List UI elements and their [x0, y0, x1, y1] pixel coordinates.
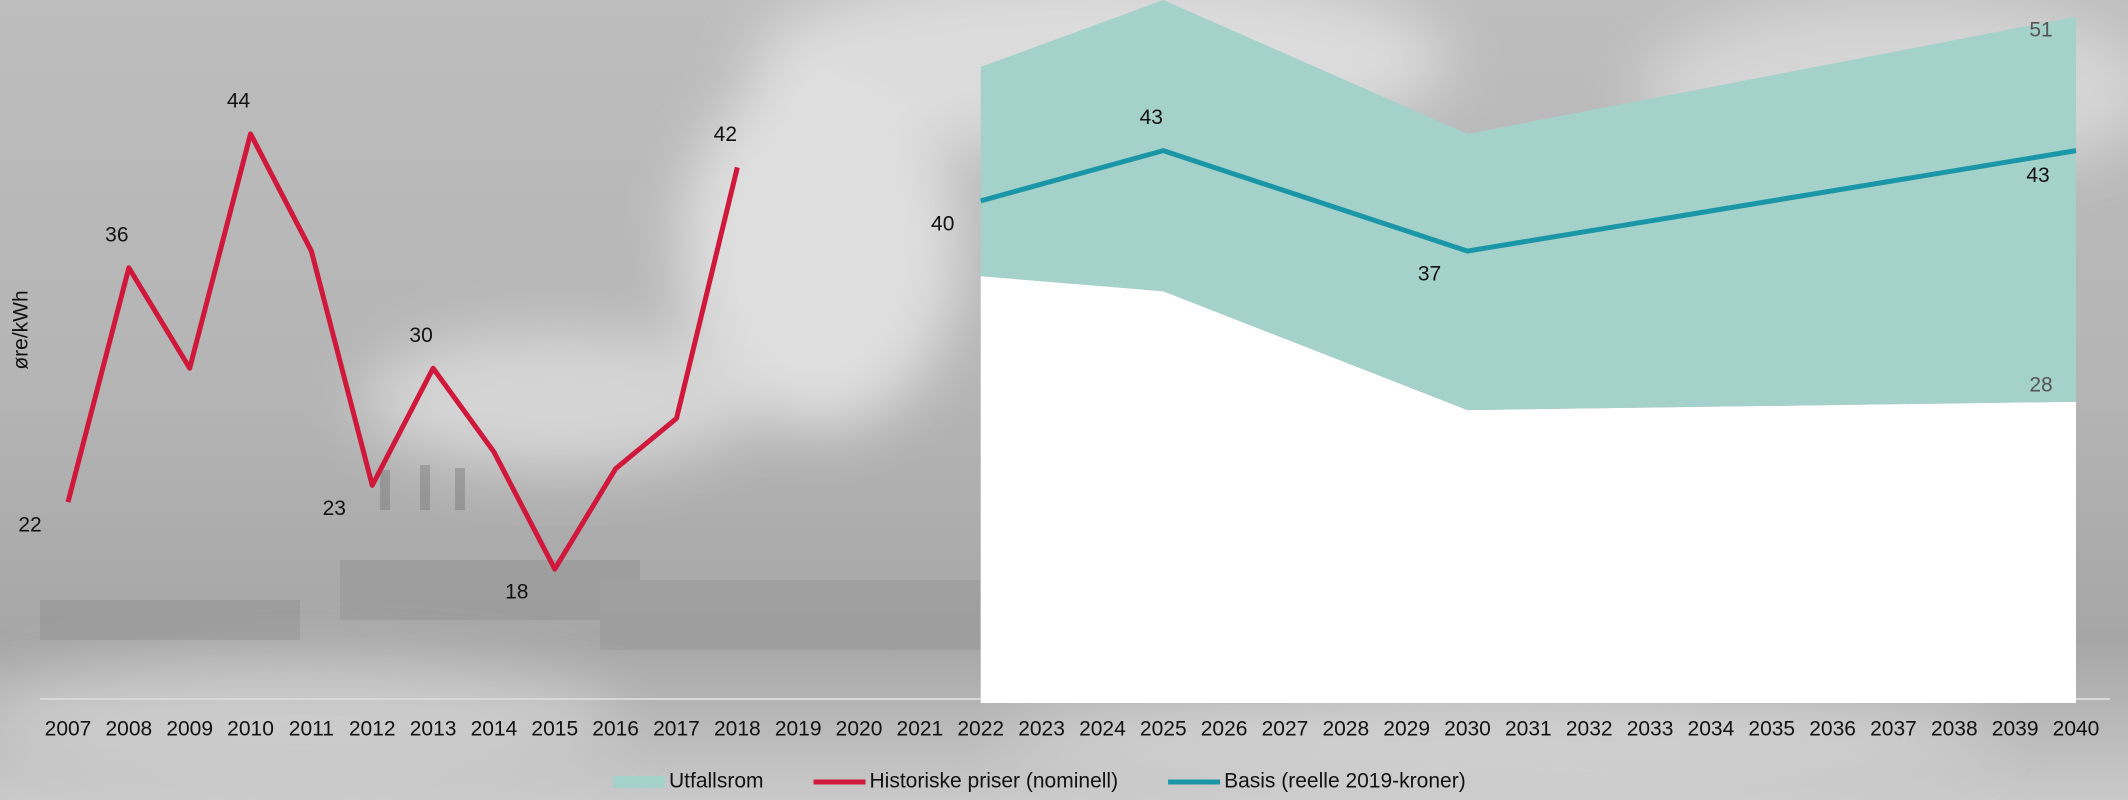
- line: [980, 148, 2077, 254]
- band-area: [980, 0, 2076, 411]
- data-label: 44: [227, 89, 251, 112]
- data-label: 18: [505, 581, 528, 604]
- legend-label: Utfallsrom: [669, 770, 764, 793]
- factory: [40, 465, 980, 650]
- data-label: 22: [18, 514, 41, 537]
- line: [65, 131, 740, 572]
- data-label: 43: [1140, 106, 1163, 129]
- x-tick-label: 2012: [349, 718, 396, 741]
- x-tick-label: 2028: [1322, 718, 1369, 741]
- x-tick-label: 2015: [531, 718, 578, 741]
- x-tick-label: 2027: [1262, 718, 1309, 741]
- data-label: 42: [714, 123, 737, 146]
- x-tick-label: 2040: [2053, 718, 2100, 741]
- x-tick-label: 2018: [714, 718, 761, 741]
- data-label: 37: [1418, 263, 1441, 286]
- x-tick-label: 2030: [1444, 718, 1491, 741]
- data-label: 23: [323, 497, 346, 520]
- x-tick-label: 2009: [166, 718, 213, 741]
- x-tick-label: 2008: [105, 718, 152, 741]
- data-label: 30: [409, 324, 432, 347]
- band-base: [980, 276, 2076, 703]
- x-tick-label: 2037: [1870, 718, 1917, 741]
- x-tick-label: 2034: [1688, 718, 1735, 741]
- x-tick-label: 2039: [1992, 718, 2039, 741]
- data-label: 40: [931, 212, 954, 235]
- x-tick-label: 2026: [1201, 718, 1248, 741]
- x-tick-label: 2038: [1931, 718, 1978, 741]
- x-tick-label: 2011: [289, 718, 334, 741]
- x-tick-label: 2017: [653, 718, 700, 741]
- x-tick-label: 2014: [471, 718, 518, 741]
- data-label: 36: [105, 223, 128, 246]
- x-tick-label: 2016: [592, 718, 639, 741]
- x-tick-label: 2032: [1566, 718, 1613, 741]
- data-label: 43: [2026, 164, 2049, 187]
- x-tick-label: 2021: [897, 718, 944, 741]
- x-tick-label: 2031: [1505, 718, 1552, 741]
- x-tick-label: 2036: [1809, 718, 1856, 741]
- x-tick-label: 2023: [1018, 718, 1065, 741]
- x-tick-label: 2029: [1383, 718, 1430, 741]
- x-tick-label: 2013: [410, 718, 457, 741]
- x-tick-label: 2020: [836, 718, 883, 741]
- data-label: 28: [2029, 373, 2052, 396]
- x-tick-label: 2025: [1140, 718, 1187, 741]
- x-tick-label: 2024: [1079, 718, 1126, 741]
- legend-label: Historiske priser (nominell): [870, 770, 1119, 793]
- x-tick-label: 2019: [775, 718, 822, 741]
- x-tick-label: 2007: [45, 718, 92, 741]
- x-tick-label: 2033: [1627, 718, 1674, 741]
- x-tick-label: 2010: [227, 718, 274, 741]
- x-tick-label: 2035: [1748, 718, 1795, 741]
- y-axis-label: øre/kWh: [10, 290, 33, 369]
- data-label: 51: [2029, 18, 2052, 41]
- x-tick-label: 2022: [957, 718, 1004, 741]
- legend-label: Basis (reelle 2019-kroner): [1224, 770, 1466, 793]
